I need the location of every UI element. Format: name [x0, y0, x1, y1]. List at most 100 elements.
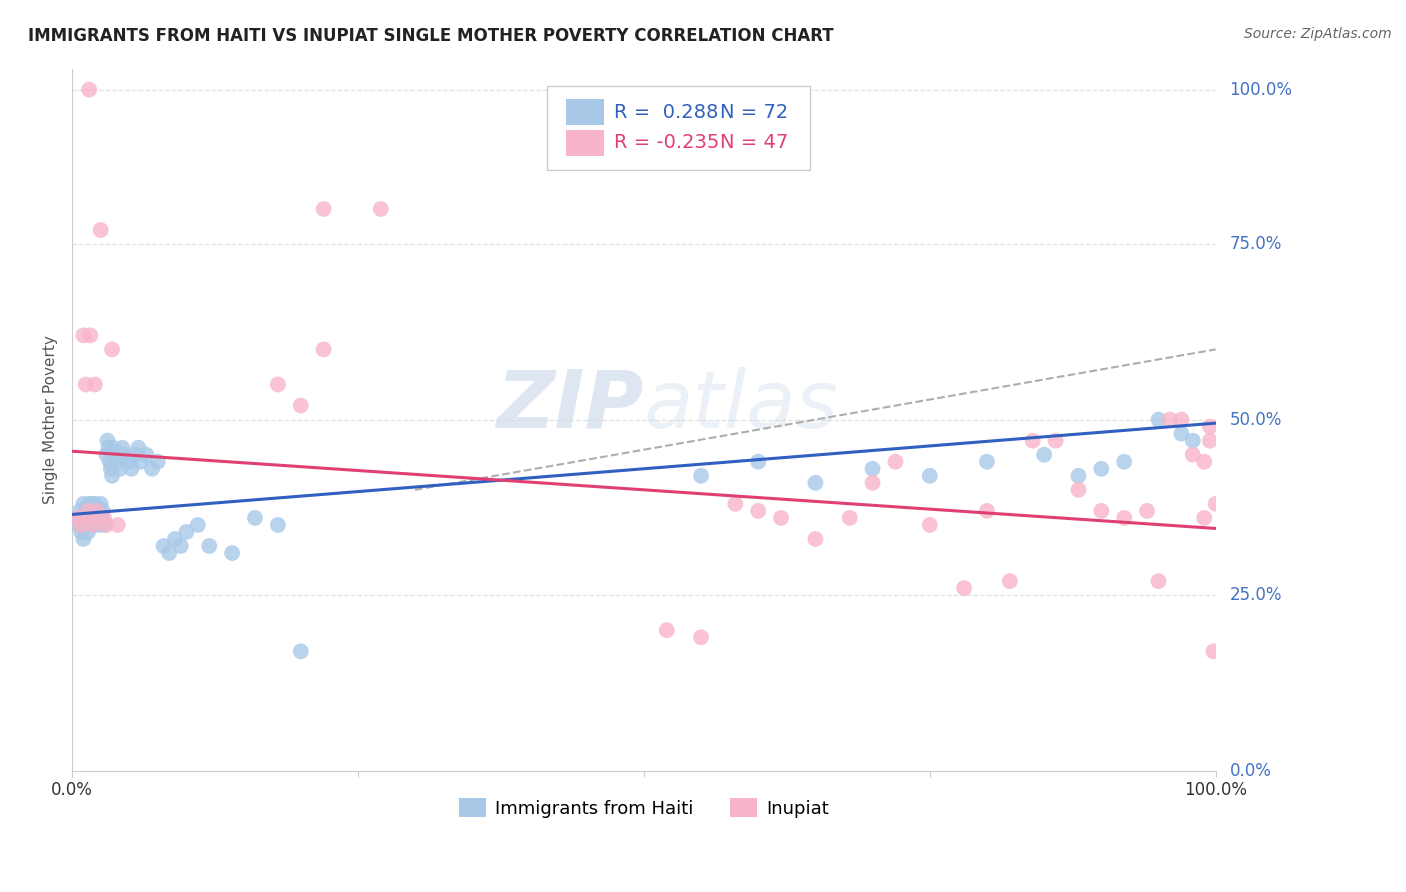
Point — [690, 468, 713, 483]
Point — [75, 377, 97, 392]
Point — [72, 532, 94, 546]
Point — [91, 504, 114, 518]
Point — [862, 475, 884, 490]
Point — [724, 497, 747, 511]
Point — [1170, 426, 1192, 441]
Point — [69, 504, 91, 518]
Point — [86, 504, 108, 518]
FancyBboxPatch shape — [567, 99, 603, 125]
Point — [163, 532, 186, 546]
Point — [72, 517, 94, 532]
Point — [79, 517, 101, 532]
Point — [141, 462, 163, 476]
Point — [1114, 511, 1136, 525]
Point — [1199, 419, 1222, 434]
Text: 100.0%: 100.0% — [1230, 80, 1292, 99]
Point — [169, 539, 191, 553]
Point — [976, 455, 998, 469]
FancyBboxPatch shape — [547, 86, 810, 170]
Point — [77, 511, 100, 525]
Point — [1021, 434, 1043, 448]
Point — [976, 504, 998, 518]
Point — [108, 462, 131, 476]
Text: R = -0.235: R = -0.235 — [614, 134, 720, 153]
Point — [72, 497, 94, 511]
Text: N = 72: N = 72 — [720, 103, 789, 121]
Point — [1147, 574, 1170, 588]
Text: atlas: atlas — [644, 367, 838, 444]
Point — [998, 574, 1021, 588]
Text: ZIP: ZIP — [496, 367, 644, 444]
Point — [1067, 483, 1090, 497]
Point — [1033, 448, 1056, 462]
Point — [198, 539, 221, 553]
Point — [121, 462, 143, 476]
Point — [90, 511, 112, 525]
Text: IMMIGRANTS FROM HAITI VS INUPIAT SINGLE MOTHER POVERTY CORRELATION CHART: IMMIGRANTS FROM HAITI VS INUPIAT SINGLE … — [28, 27, 834, 45]
FancyBboxPatch shape — [567, 130, 603, 155]
Point — [101, 441, 124, 455]
Point — [77, 497, 100, 511]
Point — [1199, 434, 1222, 448]
Point — [152, 539, 174, 553]
Point — [112, 448, 135, 462]
Point — [838, 511, 860, 525]
Point — [93, 511, 115, 525]
Point — [90, 497, 112, 511]
Point — [1194, 511, 1216, 525]
Point — [146, 455, 169, 469]
Point — [1045, 434, 1067, 448]
Point — [77, 511, 100, 525]
Point — [107, 455, 129, 469]
Point — [96, 434, 118, 448]
Point — [107, 517, 129, 532]
Point — [127, 441, 149, 455]
Point — [176, 524, 198, 539]
Point — [267, 517, 290, 532]
Point — [1114, 455, 1136, 469]
Point — [135, 448, 157, 462]
Text: Source: ZipAtlas.com: Source: ZipAtlas.com — [1244, 27, 1392, 41]
Point — [862, 462, 884, 476]
Text: N = 47: N = 47 — [720, 134, 789, 153]
Point — [67, 517, 90, 532]
Point — [1147, 412, 1170, 426]
Point — [101, 343, 124, 357]
Text: R =  0.288: R = 0.288 — [614, 103, 718, 121]
Point — [129, 455, 152, 469]
Text: 50.0%: 50.0% — [1230, 410, 1282, 429]
Point — [97, 441, 120, 455]
Point — [70, 524, 93, 539]
Point — [80, 511, 103, 525]
Point — [75, 517, 97, 532]
Point — [79, 328, 101, 343]
Legend: Immigrants from Haiti, Inupiat: Immigrants from Haiti, Inupiat — [451, 791, 835, 825]
Point — [884, 455, 907, 469]
Point — [1194, 455, 1216, 469]
Point — [90, 223, 112, 237]
Point — [290, 644, 312, 658]
Point — [77, 524, 100, 539]
Point — [83, 497, 105, 511]
Point — [157, 546, 180, 560]
Point — [747, 455, 769, 469]
Point — [72, 328, 94, 343]
Point — [82, 517, 104, 532]
Point — [98, 455, 121, 469]
Point — [312, 343, 335, 357]
Point — [1136, 504, 1159, 518]
Point — [1170, 412, 1192, 426]
Point — [1090, 462, 1112, 476]
Point — [83, 517, 105, 532]
Point — [804, 475, 827, 490]
Point — [96, 448, 118, 462]
Point — [111, 441, 134, 455]
Point — [70, 517, 93, 532]
Point — [655, 624, 678, 638]
Point — [93, 517, 115, 532]
Point — [83, 377, 105, 392]
Point — [1090, 504, 1112, 518]
Point — [87, 517, 110, 532]
Point — [101, 468, 124, 483]
Point — [918, 468, 941, 483]
